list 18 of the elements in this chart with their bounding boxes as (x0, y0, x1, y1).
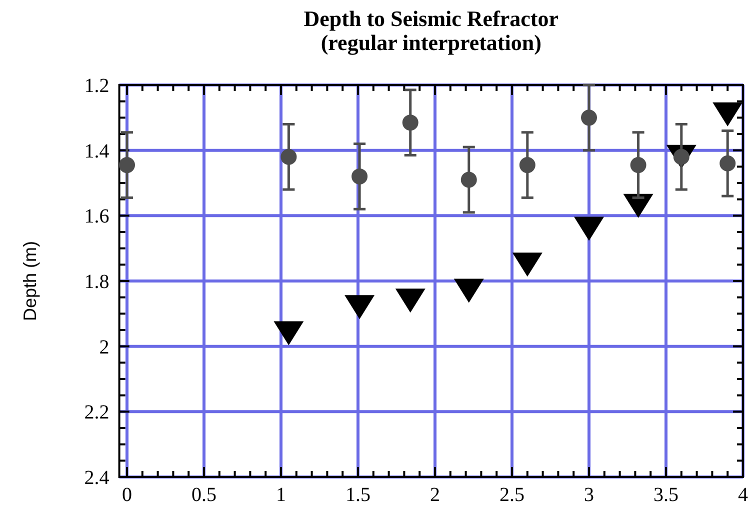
y-tick-label: 1.8 (84, 271, 110, 293)
x-tick-label: 3 (584, 484, 594, 506)
y-tick-label: 1.4 (84, 140, 110, 162)
y-tick-label: 2.4 (84, 467, 110, 489)
x-tick-label: 2.5 (500, 484, 524, 506)
y-tick-label: 2.2 (84, 402, 110, 424)
chart-title: Depth to Seismic Refractor (regular interpretation) (304, 6, 559, 55)
x-tick-label: 1.5 (346, 484, 370, 506)
x-tick-label: 0 (122, 484, 132, 506)
x-tick-label: 1 (276, 484, 286, 506)
y-tick-label: 2 (99, 336, 110, 358)
y-tick-label: 1.2 (84, 75, 110, 97)
x-tick-label: 4 (738, 484, 748, 506)
y-tick-label: 1.6 (84, 206, 110, 228)
x-tick-label: 0.5 (192, 484, 216, 506)
x-tick-label: 2 (430, 484, 440, 506)
x-tick-label: 3.5 (654, 484, 678, 506)
y-axis-title: Depth (m) (20, 240, 40, 322)
